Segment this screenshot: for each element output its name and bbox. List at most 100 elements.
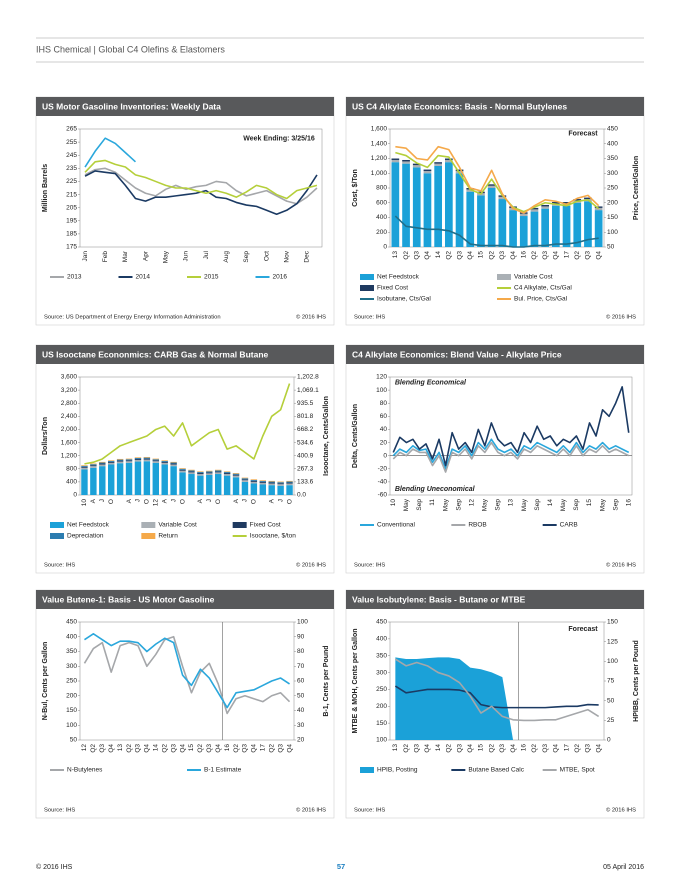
bar	[530, 211, 539, 247]
bar	[81, 469, 88, 495]
x-tick-label: O	[144, 499, 151, 504]
x-tick-label: Q3	[99, 744, 106, 753]
x-tick-label: Q2	[233, 744, 240, 753]
x-tick-label: Q3	[170, 744, 177, 753]
bar	[487, 188, 496, 247]
bar	[107, 462, 115, 465]
x-tick-label: Sep	[416, 499, 423, 511]
panel-title-bar	[346, 97, 644, 116]
bar	[241, 481, 249, 495]
source-note: Source: IHS	[354, 808, 385, 814]
panel-title: US C4 Alkylate Economics: Basis - Normal…	[352, 101, 567, 111]
legend-label: RBOB	[468, 522, 486, 529]
x-tick-label: J	[99, 499, 106, 502]
legend-swatch	[360, 767, 374, 773]
bar	[188, 471, 195, 473]
x-tick-label: 14	[435, 251, 442, 259]
x-tick-label: Q2	[403, 251, 410, 260]
line	[392, 438, 630, 470]
annotation: Forecast	[568, 131, 598, 138]
x-tick-label: May	[521, 498, 528, 511]
legend-label: C4 Alkylate, Cts/Gal	[514, 285, 572, 292]
bar	[498, 199, 507, 247]
panel	[35, 589, 335, 819]
bar	[143, 457, 151, 459]
x-tick-label: O	[215, 499, 222, 504]
x-tick-label: J	[277, 499, 284, 502]
x-tick-label: Sep	[612, 499, 619, 511]
x-tick-label: Q3	[413, 744, 420, 753]
bar	[455, 173, 464, 247]
bar	[223, 471, 231, 473]
y-tick-label: 3,200	[61, 387, 78, 394]
y-tick-label: 255	[66, 139, 77, 146]
bar	[125, 458, 133, 460]
bar	[134, 458, 142, 460]
bar	[541, 206, 550, 209]
x-tick-label: Q2	[126, 744, 133, 753]
bar	[594, 210, 603, 247]
bar	[277, 481, 284, 483]
bar	[223, 475, 231, 495]
x-tick-label: 16	[224, 744, 231, 752]
y-tick-label: 1,400	[371, 140, 388, 147]
bar	[250, 479, 258, 480]
panel-title-bar	[36, 590, 334, 609]
y-tick-label: 2,800	[61, 400, 78, 407]
legend-label: 2014	[136, 274, 151, 281]
bar	[277, 485, 284, 495]
y-tick-label: 300	[376, 669, 387, 676]
x-tick-label: Q4	[595, 744, 602, 753]
bar	[188, 474, 195, 495]
y2-tick-label: 50	[607, 697, 615, 704]
bar	[170, 461, 177, 463]
x-tick-label: 16	[520, 744, 527, 752]
panel-title: US Motor Gasoline Inventories: Weekly Da…	[42, 101, 221, 111]
bar	[125, 462, 133, 495]
bar	[423, 171, 432, 174]
bar	[466, 189, 475, 192]
x-tick-label: Aug	[223, 251, 230, 263]
bar	[81, 465, 88, 467]
bar	[152, 460, 160, 462]
bar	[99, 462, 106, 464]
line	[394, 685, 599, 709]
bar	[444, 162, 453, 247]
y-tick-label: 185	[66, 231, 77, 238]
x-tick-label: Sep	[455, 499, 462, 511]
x-tick-label: Q4	[144, 744, 151, 753]
x-tick-label: Sep	[573, 499, 580, 511]
y2-tick-label: 150	[607, 214, 618, 221]
bar	[197, 471, 204, 473]
y-tick-label: 0	[73, 492, 77, 499]
x-tick-label: Q3	[413, 251, 420, 260]
y-tick-label: 205	[66, 204, 77, 211]
y-tick-label: -60	[378, 492, 388, 499]
y-axis-title: Cost, $/Ton	[352, 169, 359, 207]
bar	[99, 464, 106, 467]
bar	[161, 462, 168, 465]
annotation: Blending Economical	[395, 380, 467, 387]
x-tick-label: Q4	[215, 744, 222, 753]
x-tick-label: May	[482, 498, 489, 511]
y2-tick-label: 350	[607, 155, 618, 162]
bar	[268, 482, 275, 484]
x-tick-label: 15	[586, 499, 593, 507]
y-tick-label: 150	[376, 720, 387, 727]
y-tick-label: 60	[380, 413, 388, 420]
bar	[594, 206, 603, 208]
bar	[434, 165, 443, 247]
x-tick-label: Q4	[510, 251, 517, 260]
bar	[444, 159, 453, 163]
bar	[161, 460, 168, 461]
bar	[125, 459, 133, 461]
panel-title-bar	[346, 345, 644, 364]
y2-tick-label: 0.0	[297, 492, 306, 499]
bar	[259, 482, 267, 485]
bar	[509, 210, 517, 247]
bar	[232, 473, 240, 475]
x-tick-label: Q2	[574, 251, 581, 260]
y2-tick-label: 25	[607, 717, 615, 724]
y-tick-label: 1,200	[61, 452, 78, 459]
panel	[35, 96, 335, 326]
